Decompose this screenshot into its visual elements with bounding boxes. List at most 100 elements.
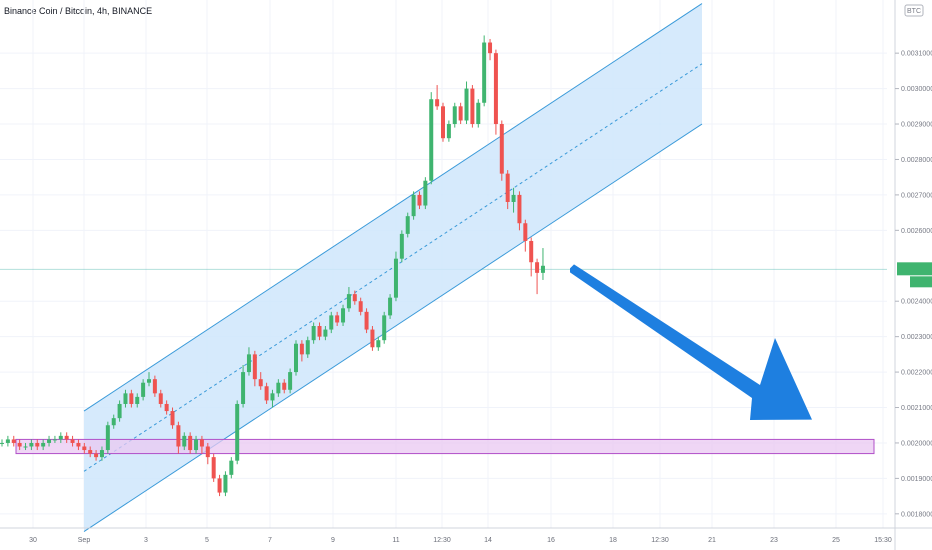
- candle[interactable]: [47, 435, 52, 447]
- candle[interactable]: [441, 102, 445, 142]
- candle[interactable]: [194, 435, 199, 454]
- candle[interactable]: [305, 336, 310, 358]
- candle[interactable]: [311, 322, 316, 344]
- candle[interactable]: [393, 251, 398, 302]
- candle[interactable]: [176, 421, 181, 454]
- candle[interactable]: [29, 439, 34, 451]
- candle[interactable]: [276, 379, 281, 397]
- candle[interactable]: [399, 230, 404, 263]
- candle[interactable]: [446, 120, 451, 142]
- candle[interactable]: [252, 350, 257, 387]
- candle[interactable]: [382, 311, 387, 344]
- candle[interactable]: [135, 393, 140, 408]
- candle[interactable]: [499, 120, 504, 181]
- price-axis[interactable]: 0.0031000 0.0030000 0.0029000 0.0028000 0.00…: [894, 0, 932, 550]
- candle[interactable]: [52, 435, 57, 443]
- candle[interactable]: [405, 212, 410, 238]
- channel-lower-line[interactable]: [83, 123, 703, 532]
- candle[interactable]: [199, 435, 204, 454]
- candle[interactable]: [476, 99, 481, 128]
- candle[interactable]: [70, 435, 75, 447]
- candle[interactable]: [376, 336, 381, 351]
- candle[interactable]: [111, 414, 116, 429]
- candle[interactable]: [123, 389, 128, 408]
- candle[interactable]: [470, 85, 475, 128]
- candle[interactable]: [323, 326, 328, 341]
- candle[interactable]: [329, 311, 334, 334]
- candle[interactable]: [317, 322, 322, 341]
- projection-arrow[interactable]: [570, 264, 812, 420]
- candle[interactable]: [294, 340, 298, 376]
- candle[interactable]: [511, 187, 516, 213]
- candle[interactable]: [158, 389, 163, 408]
- candle[interactable]: [458, 102, 463, 125]
- candle[interactable]: [129, 389, 134, 408]
- candle[interactable]: [41, 439, 46, 451]
- candle[interactable]: [535, 258, 540, 295]
- candle[interactable]: [464, 81, 469, 125]
- candle[interactable]: [241, 364, 246, 408]
- candle[interactable]: [517, 191, 522, 231]
- candle[interactable]: [82, 442, 87, 454]
- candle[interactable]: [452, 102, 457, 128]
- candle[interactable]: [188, 432, 193, 454]
- support-zone[interactable]: [15, 438, 875, 455]
- candle[interactable]: [423, 177, 428, 210]
- candle[interactable]: [282, 379, 287, 394]
- candle[interactable]: [482, 35, 487, 107]
- candle[interactable]: [58, 432, 63, 443]
- candle[interactable]: [288, 368, 293, 394]
- candle[interactable]: [352, 290, 357, 305]
- candle[interactable]: [99, 446, 104, 461]
- candle[interactable]: [0, 439, 4, 447]
- regression-channel[interactable]: [83, 3, 703, 532]
- candle[interactable]: [429, 92, 434, 185]
- candle[interactable]: [141, 379, 146, 401]
- candle[interactable]: [493, 49, 498, 135]
- candle[interactable]: [358, 297, 363, 316]
- candle[interactable]: [364, 308, 369, 334]
- candle[interactable]: [117, 400, 122, 422]
- candle[interactable]: [258, 372, 263, 390]
- candle[interactable]: [529, 237, 534, 277]
- candle[interactable]: [488, 38, 493, 61]
- candle[interactable]: [94, 450, 99, 461]
- candle[interactable]: [182, 432, 187, 451]
- candle[interactable]: [264, 382, 269, 404]
- channel-upper-line[interactable]: [83, 3, 703, 412]
- candle[interactable]: [205, 442, 210, 465]
- candle[interactable]: [17, 439, 22, 451]
- candle[interactable]: [35, 439, 40, 451]
- candle[interactable]: [11, 435, 16, 447]
- candle[interactable]: [105, 421, 110, 454]
- candle[interactable]: [152, 375, 157, 397]
- candle[interactable]: [229, 457, 234, 479]
- candle[interactable]: [147, 372, 151, 387]
- candle[interactable]: [211, 453, 216, 482]
- candle[interactable]: [370, 326, 375, 351]
- candle[interactable]: [411, 191, 416, 220]
- candle[interactable]: [223, 471, 228, 497]
- candle[interactable]: [164, 400, 169, 415]
- candle[interactable]: [270, 389, 275, 408]
- currency-badge[interactable]: BTC: [904, 4, 924, 17]
- candle[interactable]: [170, 407, 175, 429]
- candle[interactable]: [5, 435, 10, 447]
- candle[interactable]: [523, 219, 528, 252]
- candle[interactable]: [335, 311, 340, 327]
- candle[interactable]: [246, 347, 251, 376]
- candle[interactable]: [23, 442, 28, 451]
- candle[interactable]: [76, 439, 81, 451]
- candle[interactable]: [417, 191, 422, 210]
- time-axis[interactable]: 30 Sep 3 5 7 9 11 12:30 14 16 18 12:30 21 23 25 15:30: [0, 527, 932, 544]
- candle[interactable]: [505, 170, 510, 210]
- candle[interactable]: [299, 340, 304, 362]
- support-zone-rect[interactable]: [15, 438, 875, 455]
- last-price-badge[interactable]: [897, 262, 932, 276]
- candle[interactable]: [235, 400, 240, 465]
- candle[interactable]: [64, 432, 69, 443]
- candle[interactable]: [341, 304, 346, 327]
- candle[interactable]: [435, 85, 440, 110]
- candle[interactable]: [540, 248, 545, 280]
